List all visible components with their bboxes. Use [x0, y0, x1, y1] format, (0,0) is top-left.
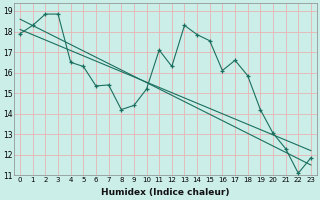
X-axis label: Humidex (Indice chaleur): Humidex (Indice chaleur)	[101, 188, 230, 197]
